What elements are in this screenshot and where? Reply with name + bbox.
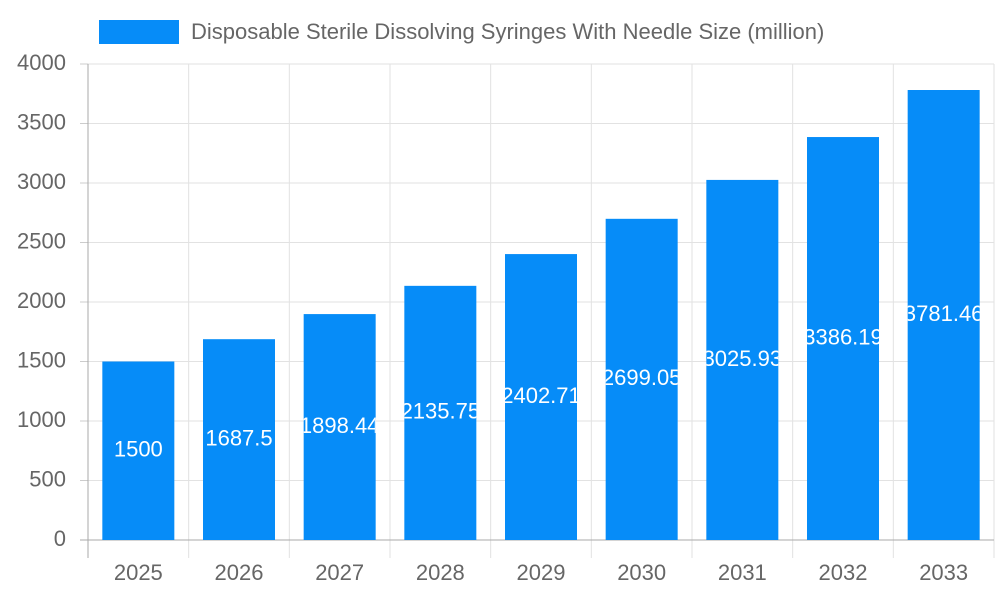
bar [807,137,879,540]
x-tick-label: 2033 [919,560,968,585]
y-tick-label: 0 [54,526,66,551]
legend-label: Disposable Sterile Dissolving Syringes W… [191,19,824,44]
y-tick-label: 3000 [17,169,66,194]
x-tick-label: 2031 [718,560,767,585]
data-label: 3025.93 [703,346,783,371]
y-tick-label: 4000 [17,50,66,75]
x-tick-label: 2028 [416,560,465,585]
y-tick-label: 2500 [17,228,66,253]
bar [203,339,275,540]
x-tick-label: 2025 [114,560,163,585]
bar [505,254,577,540]
bar [706,179,779,540]
x-tick-label: 2027 [315,560,364,585]
data-label: 1500 [114,437,163,462]
data-label: 2699.05 [602,365,682,390]
data-label: 3386.19 [803,324,883,349]
x-tick-label: 2026 [215,560,264,585]
bar [303,314,376,540]
bar [102,361,175,540]
data-label: 1687.5 [205,425,272,450]
bar [404,285,477,540]
x-tick-label: 2032 [819,560,868,585]
y-tick-label: 3500 [17,109,66,134]
y-tick-label: 2000 [17,288,66,313]
y-tick-label: 1000 [17,407,66,432]
bar [907,90,980,541]
x-tick-label: 2030 [617,560,666,585]
y-tick-label: 1500 [17,347,66,372]
data-label: 1898.44 [300,413,380,438]
bar [605,218,678,540]
data-label: 2135.75 [401,399,481,424]
x-tick-label: 2029 [517,560,566,585]
y-tick-label: 500 [29,466,66,491]
data-label: 3781.46 [904,301,984,326]
data-label: 2402.71 [501,383,581,408]
legend-swatch [99,20,179,44]
